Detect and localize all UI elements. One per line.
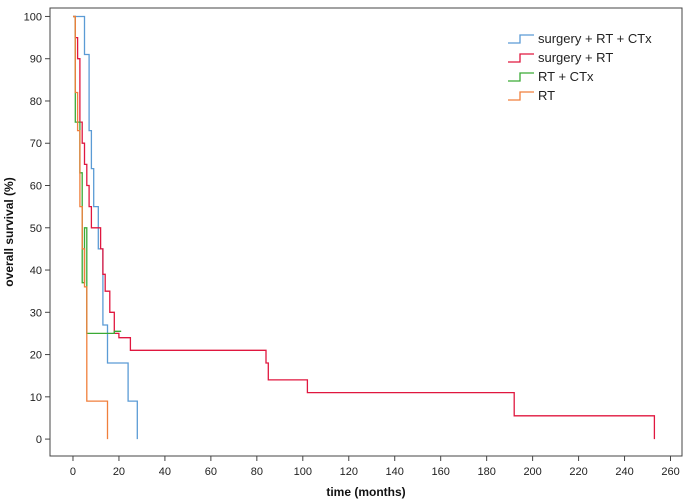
x-tick-label: 120 — [340, 466, 358, 478]
x-tick-label: 140 — [386, 466, 404, 478]
x-tick-label: 200 — [523, 466, 541, 478]
legend-label-2: surgery + RT — [538, 50, 613, 65]
series-line-4 — [73, 15, 109, 440]
series-line-3 — [73, 15, 122, 335]
y-tick-label: 50 — [30, 223, 42, 235]
y-tick-label: 0 — [36, 434, 42, 446]
legend-swatch-2 — [508, 53, 534, 63]
y-axis-title: overall survival (%) — [2, 177, 16, 286]
plot-frame — [49, 7, 683, 457]
x-tick-label: 220 — [569, 466, 587, 478]
y-tick-label: 40 — [30, 265, 42, 277]
y-tick-label: 60 — [30, 181, 42, 193]
legend: surgery + RT + CTx surgery + RT RT + CTx RT — [508, 31, 652, 103]
x-tick-label: 0 — [70, 466, 76, 478]
y-tick-label: 70 — [30, 138, 42, 150]
x-tick-label: 100 — [294, 466, 312, 478]
x-tick-label: 240 — [615, 466, 633, 478]
legend-swatch-1 — [508, 34, 534, 44]
y-tick-label: 100 — [24, 11, 42, 23]
x-tick-label: 60 — [205, 466, 217, 478]
y-tick-label: 80 — [30, 96, 42, 108]
y-tick-label: 30 — [30, 307, 42, 319]
y-tick-label: 20 — [30, 350, 42, 362]
x-tick-label: 180 — [477, 466, 495, 478]
x-tick-label: 260 — [661, 466, 679, 478]
x-tick-label: 20 — [113, 466, 125, 478]
x-axis-title: time (months) — [326, 485, 405, 499]
series-line-1 — [73, 15, 138, 440]
legend-label-3: RT + CTx — [538, 69, 594, 84]
x-tick-label: 160 — [432, 466, 450, 478]
legend-swatch-3 — [508, 72, 534, 82]
y-tick-label: 90 — [30, 54, 42, 66]
series-line-2 — [73, 15, 656, 440]
axes: 0 20 40 60 80 100 120 140 160 180 200 220 240 260 0 10 2… — [24, 7, 683, 478]
legend-label-1: surgery + RT + CTx — [538, 31, 652, 46]
legend-label-4: RT — [538, 88, 555, 103]
legend-swatch-4 — [508, 91, 534, 101]
x-tick-label: 80 — [251, 466, 263, 478]
series-layer — [73, 15, 656, 440]
x-tick-label: 40 — [159, 466, 171, 478]
y-tick-label: 10 — [30, 392, 42, 404]
